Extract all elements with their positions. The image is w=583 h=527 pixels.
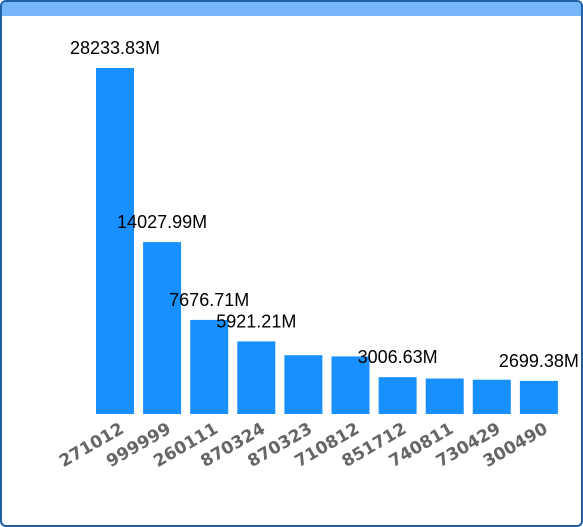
bar-740811 — [425, 378, 464, 414]
bar-870324 — [237, 341, 276, 414]
bar-730429 — [472, 379, 511, 414]
data-label-870324: 5921.21M — [216, 311, 296, 331]
data-label-300490: 2699.38M — [499, 351, 579, 371]
bar-999999 — [143, 242, 182, 414]
panel-header-bar — [2, 2, 581, 16]
data-label-260111: 7676.71M — [169, 290, 249, 310]
bar-271012 — [96, 68, 134, 414]
bar-300490 — [519, 380, 558, 414]
bar-260111 — [190, 319, 229, 414]
bar-870323 — [284, 355, 323, 414]
bar-851712 — [378, 377, 417, 414]
data-label-851712: 3006.63M — [358, 347, 438, 367]
bar-710812 — [331, 356, 370, 414]
data-label-271012: 28233.83M — [70, 38, 160, 58]
data-label-999999: 14027.99M — [117, 212, 207, 232]
